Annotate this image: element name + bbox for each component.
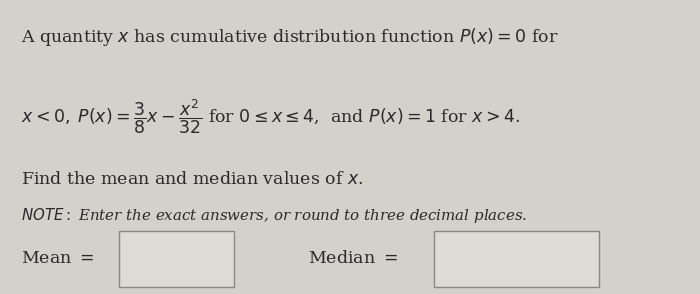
Text: $NOTE\mathit{:}$ Enter the exact answers, or round to three decimal places.: $NOTE\mathit{:}$ Enter the exact answers… [21, 206, 527, 225]
Text: $x < 0,\; P(x) = \dfrac{3}{8}x - \dfrac{x^2}{32}$ for $0 \leq x \leq 4$,  and $P: $x < 0,\; P(x) = \dfrac{3}{8}x - \dfrac{… [21, 97, 520, 136]
Text: Find the mean and median values of $x$.: Find the mean and median values of $x$. [21, 171, 363, 188]
FancyBboxPatch shape [119, 231, 234, 287]
FancyBboxPatch shape [434, 231, 598, 287]
Text: Median $=$: Median $=$ [308, 250, 398, 267]
Text: Mean $=$: Mean $=$ [21, 250, 94, 267]
Text: A quantity $x$ has cumulative distribution function $P(x) = 0$ for: A quantity $x$ has cumulative distributi… [21, 26, 559, 49]
